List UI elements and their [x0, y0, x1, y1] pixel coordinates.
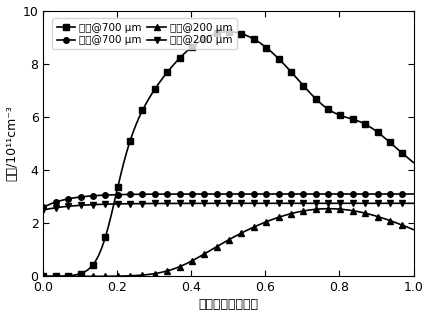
电子@200 μm — [411, 228, 416, 231]
电子@200 μm — [261, 221, 266, 225]
电子@200 μm — [42, 275, 47, 278]
离子@200 μm — [376, 201, 381, 205]
电子@700 μm — [42, 275, 47, 278]
离子@700 μm — [353, 192, 358, 196]
Legend: 电子@700 μm, 离子@700 μm, 电子@200 μm, 离子@200 μm: 电子@700 μm, 离子@700 μm, 电子@200 μm, 离子@200 … — [52, 18, 237, 49]
电子@700 μm — [227, 30, 232, 34]
电子@200 μm — [267, 218, 272, 222]
离子@700 μm — [260, 192, 265, 196]
离子@200 μm — [41, 208, 46, 212]
离子@700 μm — [41, 205, 46, 209]
离子@200 μm — [260, 201, 265, 205]
离子@200 μm — [267, 201, 272, 205]
X-axis label: 归一化的放电间距: 归一化的放电间距 — [199, 298, 259, 311]
离子@700 μm — [411, 192, 416, 196]
电子@700 μm — [261, 44, 266, 48]
Line: 离子@700 μm: 离子@700 μm — [41, 191, 416, 210]
电子@200 μm — [260, 221, 265, 225]
电子@700 μm — [269, 50, 274, 54]
电子@200 μm — [354, 210, 359, 213]
电子@700 μm — [263, 45, 268, 49]
离子@200 μm — [42, 208, 47, 211]
离子@200 μm — [411, 201, 416, 205]
电子@700 μm — [41, 275, 46, 278]
Line: 电子@200 μm: 电子@200 μm — [41, 206, 416, 279]
离子@200 μm — [261, 201, 266, 205]
Y-axis label: 密度/10¹¹cm⁻³: 密度/10¹¹cm⁻³ — [6, 106, 18, 181]
离子@700 μm — [267, 192, 272, 196]
电子@700 μm — [411, 161, 416, 165]
Line: 离子@200 μm: 离子@200 μm — [41, 201, 416, 213]
离子@700 μm — [376, 192, 381, 196]
电子@200 μm — [327, 207, 332, 210]
电子@200 μm — [41, 275, 46, 278]
离子@700 μm — [42, 205, 47, 209]
电子@200 μm — [378, 215, 383, 219]
电子@700 μm — [354, 119, 359, 122]
Line: 电子@700 μm: 电子@700 μm — [41, 29, 416, 279]
离子@200 μm — [353, 201, 358, 205]
电子@700 μm — [378, 132, 383, 136]
离子@700 μm — [261, 192, 266, 196]
